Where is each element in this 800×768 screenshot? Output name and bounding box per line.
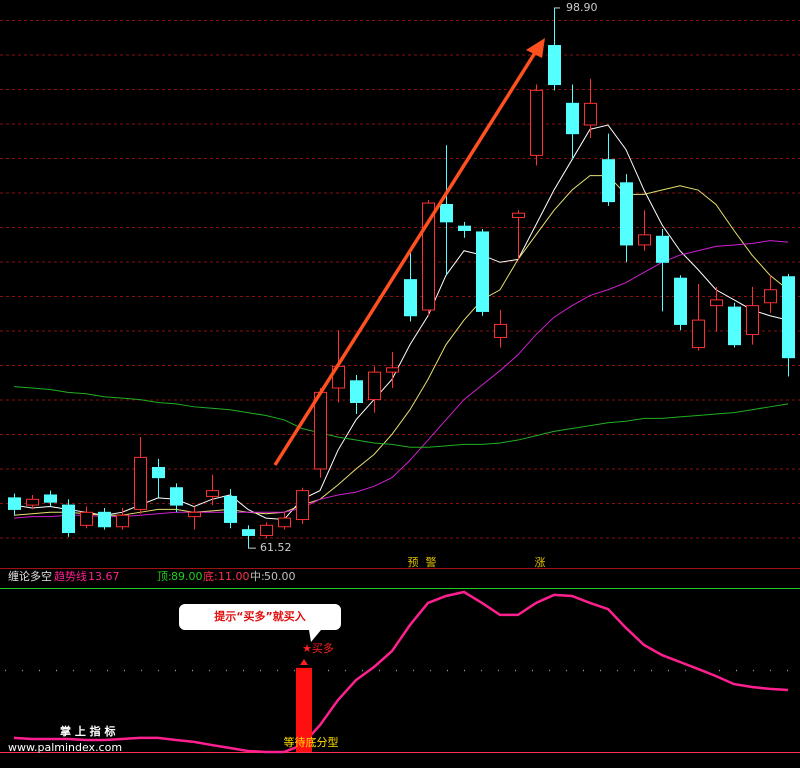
candle-body [224, 495, 237, 523]
level-name: 顶: [157, 570, 172, 583]
trend-arrow-head [526, 38, 545, 58]
candle-body [638, 234, 651, 246]
level-name: 底: [203, 569, 218, 583]
candle-body [584, 102, 597, 126]
candle-body [26, 498, 39, 506]
legend-value: 13.67 [88, 570, 120, 583]
candle-body [728, 306, 741, 346]
candle-body [746, 305, 759, 336]
candle-body [80, 511, 93, 526]
candle-body [170, 487, 183, 506]
candle-body [548, 45, 561, 86]
candle-body [98, 511, 111, 528]
candle-body [620, 182, 633, 246]
signal-label: 预 [408, 556, 419, 569]
candle-body [656, 235, 669, 263]
candle-body [206, 490, 219, 497]
candle-body [512, 212, 525, 218]
moving-average [13, 175, 789, 516]
candle-body [62, 504, 75, 534]
buy-label: ★买多 [302, 641, 334, 655]
candle-body [782, 276, 795, 359]
moving-average [13, 240, 789, 519]
candle-body [404, 279, 417, 317]
callout-bubble [179, 604, 341, 642]
price-panel: 98.90 61.52 [8, 1, 795, 554]
candle-body [494, 323, 507, 338]
candle-body [152, 467, 165, 479]
indicator-title: 缠论多空 [8, 569, 52, 583]
signal-label: 涨 [535, 556, 546, 569]
callout-text: 提示“买多”就买入 [214, 609, 305, 623]
candle-body [260, 524, 273, 536]
candle-body [296, 490, 309, 521]
candle-body [116, 514, 129, 528]
candle-body [602, 159, 615, 203]
level-label: 89.00 [171, 570, 203, 583]
candle-body [764, 289, 777, 304]
buy-arrow [300, 659, 308, 665]
candle-body [458, 225, 471, 232]
moving-average [13, 386, 789, 448]
background-grid [0, 0, 800, 560]
candle-body [530, 89, 543, 156]
signal-bar [296, 667, 312, 752]
candle-body [386, 367, 399, 373]
candle-body [476, 231, 489, 312]
level-name: 中: [250, 570, 265, 583]
trend-arrow [273, 47, 540, 466]
low-label: 61.52 [260, 541, 292, 554]
high-label: 98.90 [566, 1, 598, 14]
watermark-url: www.palmindex.com [8, 741, 122, 754]
trend-line [13, 590, 789, 754]
wait-label: 等待底分型 [284, 735, 339, 749]
candle-body [440, 203, 453, 223]
candle-body [8, 497, 21, 510]
signal-label: 警 [426, 555, 437, 569]
candle-body [692, 319, 705, 349]
candle-body [44, 494, 57, 503]
candle-body [710, 299, 723, 307]
candle-body [350, 380, 363, 403]
candle-body [134, 456, 147, 510]
indicator-panel [0, 588, 800, 754]
legend-name: 趋势线 [54, 569, 87, 583]
candle-body [278, 517, 291, 528]
level-label: 11.00 [218, 570, 250, 583]
candle-body [566, 102, 579, 135]
candle-body [314, 391, 327, 470]
candle-body [674, 277, 687, 325]
candle-body [188, 511, 201, 518]
candle-body [368, 371, 381, 401]
candle-body [422, 202, 435, 311]
candle-body [242, 529, 255, 536]
watermark-title: 掌 上 指 标 [60, 724, 116, 738]
level-label: 50.00 [264, 570, 296, 583]
